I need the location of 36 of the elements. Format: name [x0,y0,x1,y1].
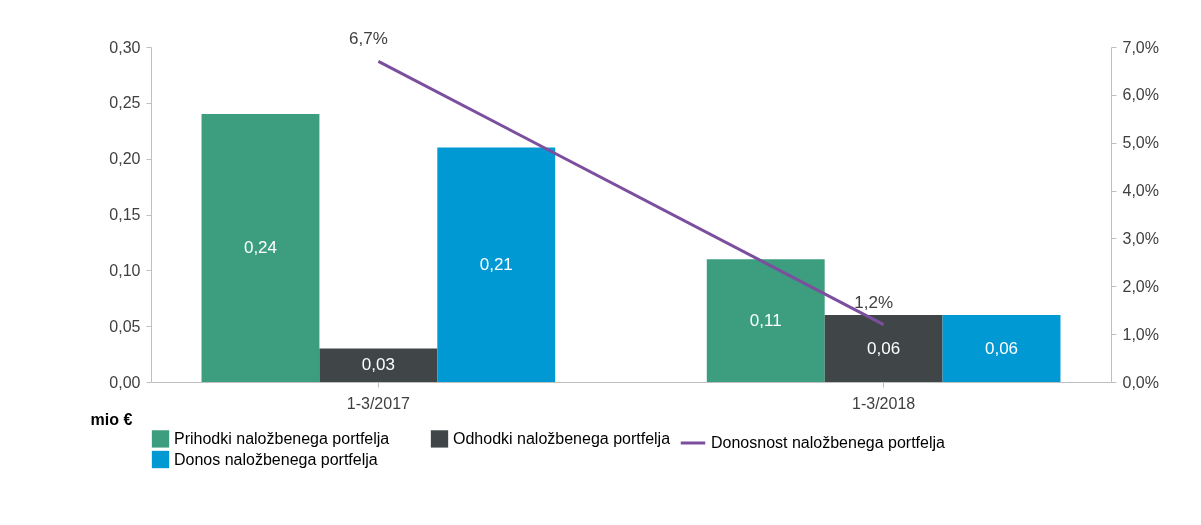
y2-tick-label: 3,0% [1122,229,1159,247]
y2-tick-label: 5,0% [1122,134,1159,152]
data-label: 0,11 [749,310,782,330]
y2-tick-label: 0,0% [1122,373,1159,391]
x-tick-label: 1-3/2017 [346,394,411,412]
bar [824,315,943,382]
y-tick-label: 0,20 [109,150,141,168]
y2-tick-label: 2,0% [1122,277,1159,295]
y-tick-label: 0,15 [109,206,141,223]
bar [437,147,556,382]
y-axis-title: mio € [90,410,133,428]
data-label: 0,03 [361,355,395,375]
legend-label: Prihodki naložbenega portfelja [174,429,390,447]
y2-tick-label: 1,0% [1122,325,1159,343]
y2-tick-label: 4,0% [1122,182,1159,200]
y-tick-label: 0,05 [109,317,141,335]
y-tick-label: 0,30 [109,38,141,56]
data-label: 0,21 [479,254,513,274]
legend-label: Donosnost naložbenega portfelja [711,434,946,451]
legend-label: Odhodki naložbenega portfelja [453,429,671,447]
data-label: 0,24 [243,238,278,257]
data-label: 0,06 [984,338,1019,358]
bar [201,114,320,382]
y2-tick-label: 7,0% [1122,38,1159,56]
data-label: 6,7% [348,29,388,49]
data-label: 1,2% [854,292,894,312]
bar [942,315,1061,382]
bar [706,259,825,382]
y2-tick-label: 6,0% [1122,86,1159,104]
y-tick-label: 0,10 [109,261,141,279]
bar [319,348,438,382]
x-tick-label: 1-3/2018 [852,394,916,412]
y-tick-label: 0,00 [109,373,141,391]
data-label: 0,06 [867,338,901,358]
legend-label: Donos naložbenega portfelja [174,450,378,468]
y-tick-label: 0,25 [109,94,141,112]
